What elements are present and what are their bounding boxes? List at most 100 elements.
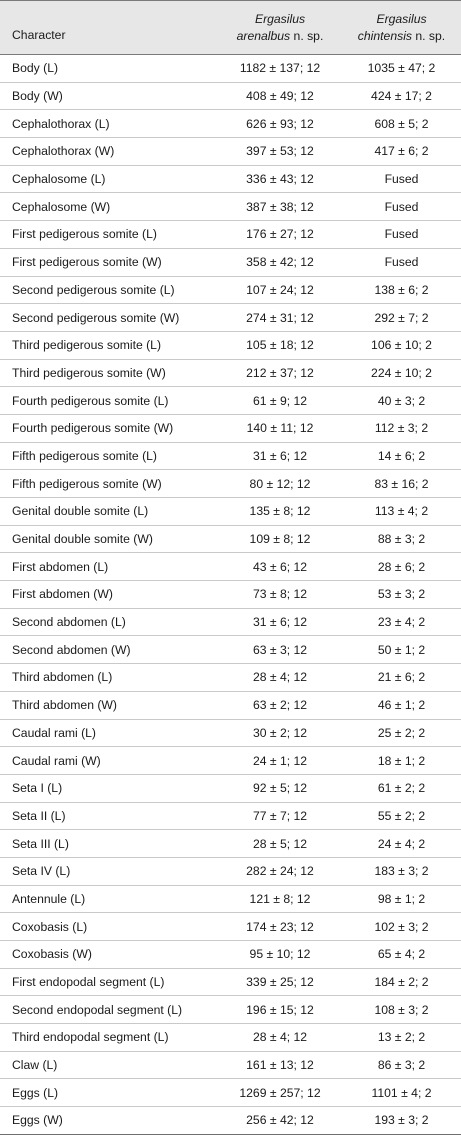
cell-arenalbus: 80 ± 12; 12 [249,476,311,491]
table-row: First pedigerous somite (L) 176 ± 27; 12 F… [0,221,461,249]
table-row: Coxobasis (L) 174 ± 23; 12 102 ± 3; 2 [0,913,461,941]
table-row: Antennule (L) 121 ± 8; 12 98 ± 1; 2 [0,886,461,914]
cell-character: Genital double somite (W) [12,532,153,547]
cell-character: Seta I (L) [12,781,63,796]
cell-chintensis: 86 ± 3; 2 [377,1058,426,1073]
cell-arenalbus: 282 ± 24; 12 [246,864,314,879]
table-row: First pedigerous somite (W) 358 ± 42; 12 F… [0,249,461,277]
cell-character: Body (W) [12,89,63,104]
cell-character: First pedigerous somite (W) [12,255,162,270]
table-header: Character Ergasilus arenalbus n. sp. Erg… [0,0,461,55]
cell-character: Cephalosome (W) [12,199,111,214]
header-chintensis-name: chintensis n. sp. [342,28,461,45]
cell-character: First abdomen (W) [12,587,113,602]
table-row: Caudal rami (L) 30 ± 2; 12 25 ± 2; 2 [0,720,461,748]
cell-arenalbus: 339 ± 25; 12 [246,975,314,990]
cell-character: Cephalothorax (L) [12,116,110,131]
cell-character: Second abdomen (L) [12,615,126,630]
table-row: Body (W) 408 ± 49; 12 424 ± 17; 2 [0,83,461,111]
cell-arenalbus: 30 ± 2; 12 [252,725,308,740]
cell-chintensis: 224 ± 10; 2 [371,365,432,380]
cell-character: Third abdomen (L) [12,670,113,685]
cell-arenalbus: 397 ± 53; 12 [246,144,314,159]
table-row: Fourth pedigerous somite (L) 61 ± 9; 12 40… [0,387,461,415]
cell-chintensis: 1101 ± 4; 2 [371,1085,432,1100]
cell-arenalbus: 63 ± 2; 12 [252,698,308,713]
table-row: Cephalosome (L) 336 ± 43; 12 Fused [0,166,461,194]
header-character: Character [12,27,66,42]
cell-character: First abdomen (L) [12,559,109,574]
table-row: Second pedigerous somite (W) 274 ± 31; 12… [0,304,461,332]
cell-chintensis: 424 ± 17; 2 [371,89,432,104]
cell-arenalbus: 28 ± 4; 12 [252,1030,308,1045]
cell-arenalbus: 43 ± 6; 12 [252,559,308,574]
cell-chintensis: Fused [384,227,419,242]
cell-character: Third pedigerous somite (L) [12,338,162,353]
cell-chintensis: 14 ± 6; 2 [377,448,426,463]
cell-arenalbus: 176 ± 27; 12 [246,227,314,242]
cell-chintensis: 50 ± 1; 2 [377,642,426,657]
cell-chintensis: 83 ± 16; 2 [374,476,429,491]
cell-character: Eggs (L) [12,1085,59,1100]
cell-arenalbus: 408 ± 49; 12 [246,89,314,104]
cell-chintensis: 608 ± 5; 2 [374,116,429,131]
cell-arenalbus: 107 ± 24; 12 [246,282,314,297]
header-chintensis-suffix: n. sp. [412,28,446,43]
cell-arenalbus: 28 ± 5; 12 [252,836,308,851]
cell-chintensis: 21 ± 6; 2 [377,670,426,685]
cell-arenalbus: 140 ± 11; 12 [246,421,314,436]
cell-character: Cephalothorax (W) [12,144,115,159]
cell-arenalbus: 1182 ± 137; 12 [239,61,321,76]
table-row: Seta II (L) 77 ± 7; 12 55 ± 2; 2 [0,803,461,831]
cell-chintensis: 1035 ± 47; 2 [367,61,436,76]
cell-character: Cephalosome (L) [12,172,106,187]
cell-chintensis: 13 ± 2; 2 [377,1030,426,1045]
header-chintensis-genus: Ergasilus [376,11,427,26]
header-chintensis-species: chintensis [357,28,412,43]
table-row: Seta IV (L) 282 ± 24; 12 183 ± 3; 2 [0,858,461,886]
table-row: Eggs (L) 1269 ± 257; 12 1101 ± 4; 2 [0,1079,461,1108]
cell-chintensis: 88 ± 3; 2 [377,532,426,547]
cell-arenalbus: 109 ± 8; 12 [249,532,311,547]
table-row: Second endopodal segment (L) 196 ± 15; 12… [0,996,461,1025]
cell-arenalbus: 256 ± 42; 12 [246,1113,314,1128]
table-row: Coxobasis (W) 95 ± 10; 12 65 ± 4; 2 [0,941,461,969]
cell-arenalbus: 73 ± 8; 12 [252,587,308,602]
cell-arenalbus: 95 ± 10; 12 [249,947,311,962]
cell-chintensis: 184 ± 2; 2 [374,975,429,990]
table-row: Fifth pedigerous somite (L) 31 ± 6; 12 14 … [0,443,461,471]
cell-character: Caudal rami (L) [12,725,96,740]
header-arenalbus-species: arenalbus [236,28,291,43]
cell-arenalbus: 77 ± 7; 12 [252,808,308,823]
cell-chintensis: 138 ± 6; 2 [374,282,429,297]
cell-character: Fifth pedigerous somite (W) [12,476,162,491]
cell-chintensis: 98 ± 1; 2 [377,891,426,906]
table-row: First endopodal segment (L) 339 ± 25; 12 1… [0,969,461,997]
cell-character: Third abdomen (W) [12,698,117,713]
cell-arenalbus: 387 ± 38; 12 [246,199,314,214]
cell-arenalbus: 92 ± 5; 12 [252,781,308,796]
cell-arenalbus: 358 ± 42; 12 [246,255,314,270]
table-row: Cephalothorax (W) 397 ± 53; 12 417 ± 6; 2 [0,138,461,166]
table-row: Seta III (L) 28 ± 5; 12 24 ± 4; 2 [0,830,461,858]
table-row: First abdomen (L) 43 ± 6; 12 28 ± 6; 2 [0,553,461,582]
cell-character: Genital double somite (L) [12,504,149,519]
cell-arenalbus: 105 ± 18; 12 [246,338,314,353]
cell-arenalbus: 336 ± 43; 12 [246,172,314,187]
cell-character: Antennule (L) [12,891,86,906]
header-arenalbus: Ergasilus arenalbus n. sp. [218,11,342,45]
cell-character: Fifth pedigerous somite (L) [12,448,157,463]
table-row: Caudal rami (W) 24 ± 1; 12 18 ± 1; 2 [0,747,461,775]
cell-character: Second endopodal segment (L) [12,1002,183,1017]
cell-character: Seta IV (L) [12,864,71,879]
cell-character: Seta II (L) [12,808,66,823]
table-row: Eggs (W) 256 ± 42; 12 193 ± 3; 2 [0,1107,461,1135]
cell-character: Coxobasis (W) [12,947,92,962]
cell-chintensis: 292 ± 7; 2 [374,310,429,325]
cell-chintensis: 53 ± 3; 2 [377,587,426,602]
cell-chintensis: 24 ± 4; 2 [377,836,426,851]
table-row: Body (L) 1182 ± 137; 12 1035 ± 47; 2 [0,55,461,83]
table-row: Genital double somite (W) 109 ± 8; 12 88 ±… [0,526,461,554]
cell-character: Second pedigerous somite (W) [12,310,180,325]
